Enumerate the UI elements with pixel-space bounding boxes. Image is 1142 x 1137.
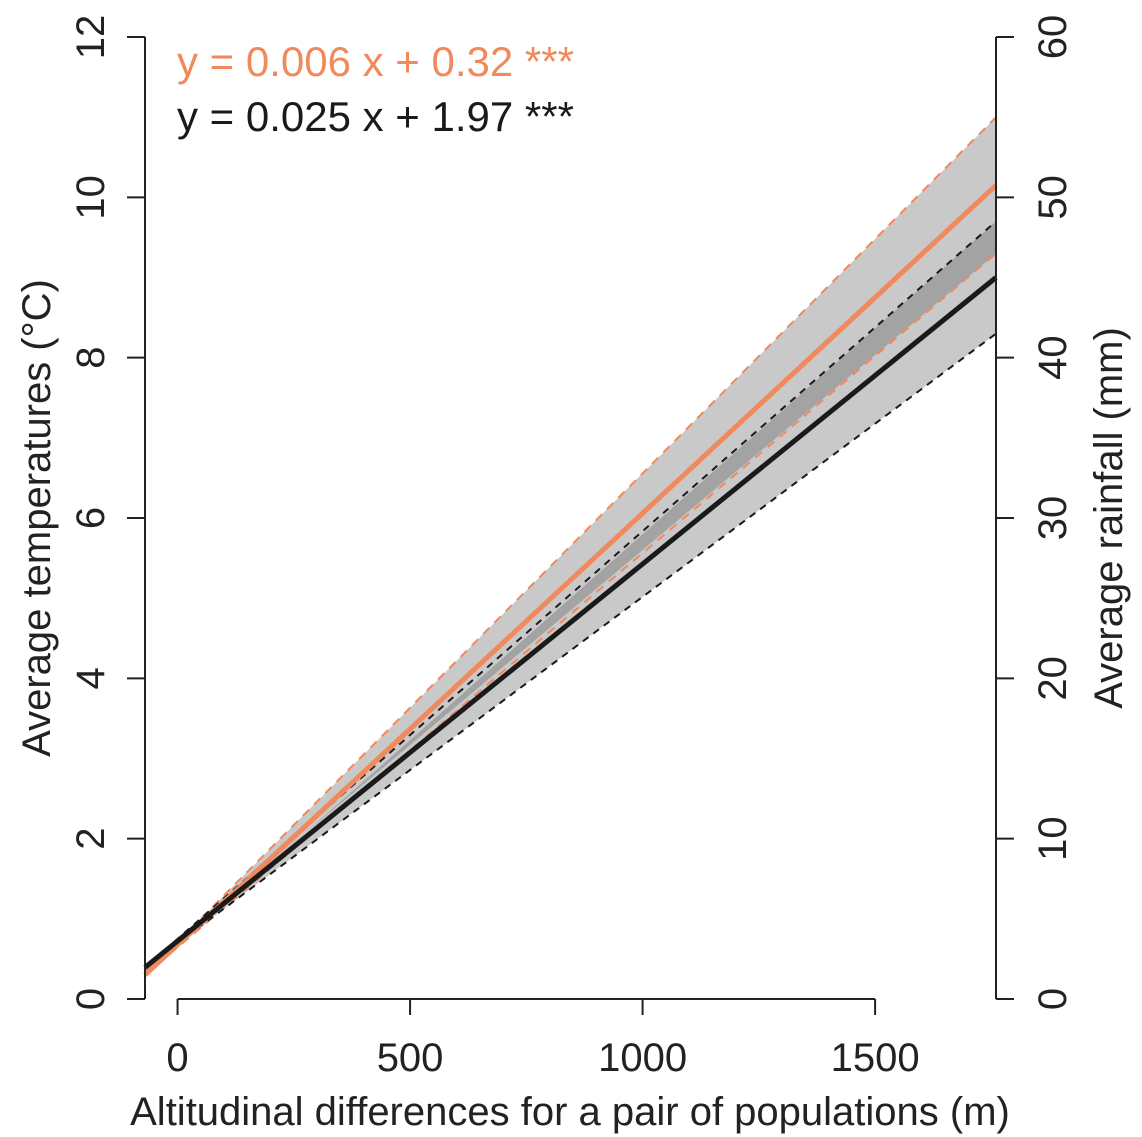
x-tick-label: 1000 <box>598 1036 687 1080</box>
left-y-tick-label: 4 <box>69 667 113 689</box>
rainfall-equation: y = 0.025 x + 1.97 *** <box>177 93 574 140</box>
x-tick-label: 1500 <box>831 1036 920 1080</box>
rainfall-ci-lower-line <box>144 332 997 969</box>
left-y-tick-label: 12 <box>69 15 113 60</box>
left-y-tick-label: 8 <box>69 347 113 369</box>
temperature-equation: y = 0.006 x + 0.32 *** <box>177 38 574 85</box>
left-y-tick-label: 6 <box>69 507 113 529</box>
right-y-tick-label: 60 <box>1031 15 1075 60</box>
rainfall-fit-line <box>143 275 998 970</box>
temperature-ci-lower-line <box>144 252 997 976</box>
right-y-tick-label: 20 <box>1031 656 1075 701</box>
right-y-tick-label: 40 <box>1031 335 1075 380</box>
temperature-ci-band <box>145 117 996 975</box>
left-y-tick-label: 10 <box>69 175 113 220</box>
left-y-axis-title: Average temperatures (°C) <box>15 279 59 757</box>
temperature-fit-line <box>143 183 998 977</box>
x-tick-label: 500 <box>377 1036 444 1080</box>
x-axis-title: Altitudinal differences for a pair of po… <box>130 1090 1010 1134</box>
right-y-axis-title: Average rainfall (mm) <box>1087 327 1131 709</box>
temperature-ci-upper-line <box>144 116 997 976</box>
right-y-tick-label: 30 <box>1031 496 1075 541</box>
right-y-tick-label: 10 <box>1031 816 1075 861</box>
left-y-tick-label: 0 <box>69 988 113 1010</box>
ticks: 0 500 1000 1500 0 2 4 6 8 10 12 0 10 20 30 40 50 60 <box>69 15 1075 1080</box>
regression-lines <box>143 116 998 977</box>
right-y-tick-label: 0 <box>1031 988 1075 1010</box>
ci-overlap-band <box>145 221 996 975</box>
right-y-tick-label: 50 <box>1031 175 1075 220</box>
left-y-tick-label: 2 <box>69 828 113 850</box>
x-tick-label: 0 <box>166 1036 188 1080</box>
